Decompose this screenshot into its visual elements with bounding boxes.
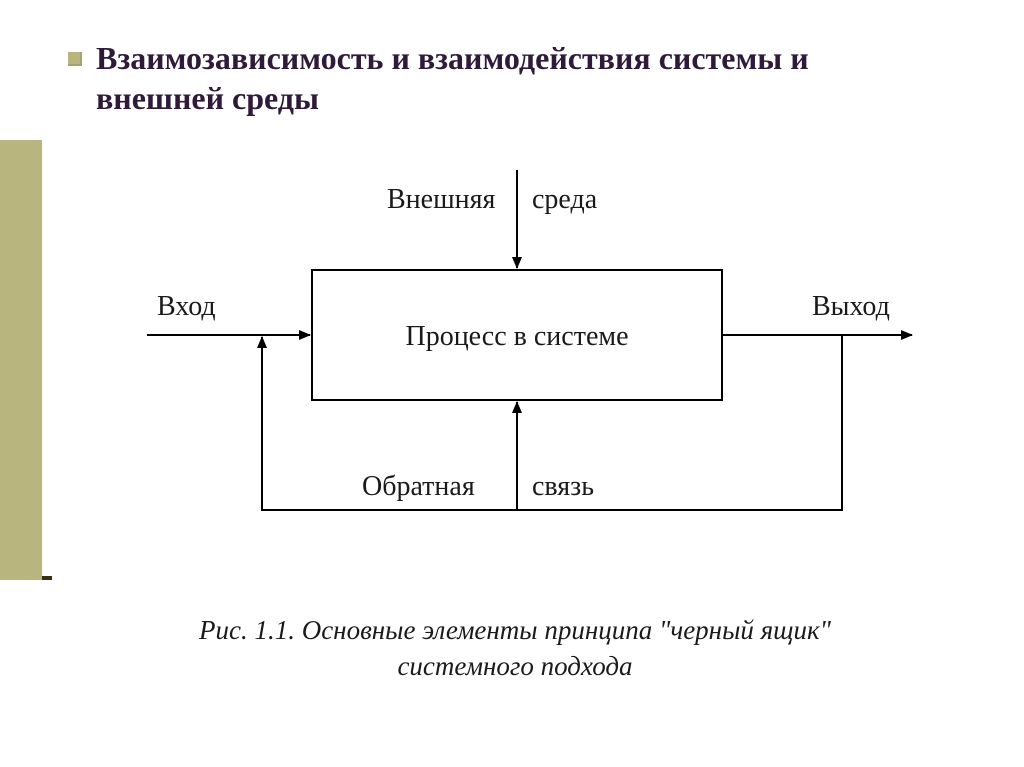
input-label: Вход: [157, 291, 216, 322]
diagram-svg: Процесс в системе Внешняя среда Вход Вых…: [52, 150, 972, 580]
title-bullet: [68, 52, 82, 66]
caption-line-2: системного подхода: [397, 651, 632, 681]
slide-title: Взаимозависимость и взаимодействия систе…: [96, 38, 926, 118]
feedback-label-right: связь: [532, 471, 594, 502]
feedback-label-left: Обратная: [362, 471, 475, 502]
env-label-left: Внешняя: [387, 184, 496, 215]
caption-line-1: Рис. 1.1. Основные элементы принципа "че…: [199, 615, 831, 645]
diagram: Процесс в системе Внешняя среда Вход Вых…: [52, 150, 972, 580]
left-accent-rail: [0, 140, 42, 580]
env-label-right: среда: [532, 184, 598, 215]
process-box-label: Процесс в системе: [405, 321, 628, 352]
figure-caption: Рис. 1.1. Основные элементы принципа "че…: [80, 612, 950, 685]
slide-root: Взаимозависимость и взаимодействия систе…: [0, 0, 1024, 767]
output-label: Выход: [812, 291, 890, 322]
